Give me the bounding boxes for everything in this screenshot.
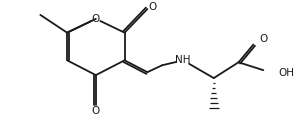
Text: OH: OH <box>278 68 294 78</box>
Text: O: O <box>148 2 156 12</box>
Text: NH: NH <box>175 55 191 65</box>
Text: O: O <box>92 14 100 24</box>
Text: O: O <box>92 106 100 116</box>
Text: O: O <box>259 34 268 44</box>
